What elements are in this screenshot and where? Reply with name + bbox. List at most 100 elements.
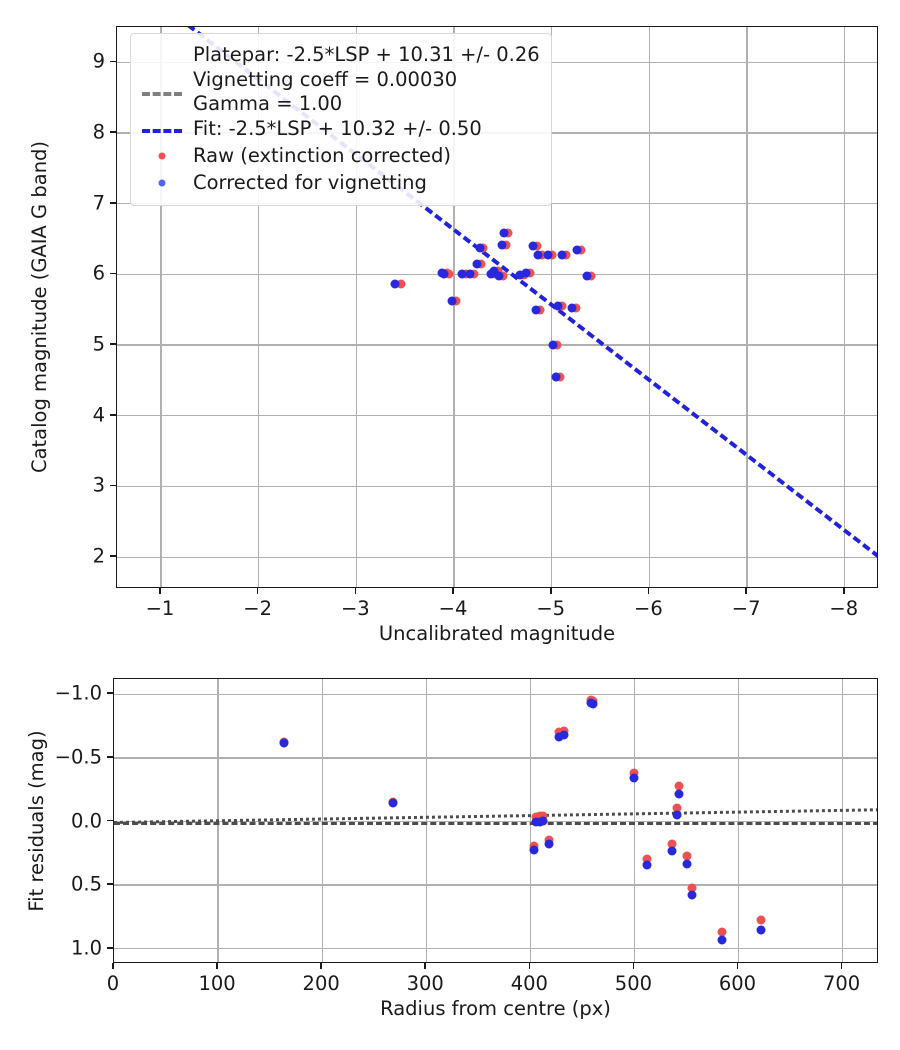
y-tick-label: 0.0	[71, 811, 102, 831]
gridline-horizontal	[117, 344, 877, 345]
legend-label-fit: Fit: -2.5*LSP + 10.32 +/- 0.50	[193, 117, 482, 141]
data-point-corrected	[497, 240, 506, 249]
x-tick-label: −2	[243, 599, 272, 619]
legend-row-corrected: Corrected for vignetting	[140, 170, 540, 197]
residual-point-corrected	[630, 773, 639, 782]
x-tick	[355, 588, 357, 594]
y-tick	[110, 414, 116, 416]
legend-key-vignetting-dash	[140, 82, 184, 102]
x-tick	[452, 588, 454, 594]
residual-point-corrected	[530, 846, 539, 855]
legend-row-fit: Fit: -2.5*LSP + 10.32 +/- 0.50	[140, 116, 540, 143]
data-point-corrected	[465, 270, 474, 279]
y-tick	[110, 61, 116, 63]
x-tick	[320, 963, 322, 969]
x-tick-label: −8	[829, 599, 858, 619]
gridline-horizontal	[114, 757, 877, 758]
x-tick-label: 500	[615, 974, 652, 994]
data-point-corrected	[499, 229, 508, 238]
x-tick	[550, 588, 552, 594]
x-tick-label: 700	[823, 974, 860, 994]
x-tick-label: −7	[732, 599, 761, 619]
y-axis-label: Fit residuals (mag)	[27, 730, 47, 911]
y-tick-label: −0.5	[55, 747, 102, 767]
residuals-plot-surface	[114, 679, 877, 962]
legend-label-vignetting-coeff: Vignetting coeff = 0.00030	[193, 68, 457, 92]
y-tick	[107, 947, 113, 949]
figure-root: −1−2−3−4−5−6−7−823456789Uncalibrated mag…	[0, 0, 900, 1050]
gridline-vertical	[746, 27, 747, 587]
data-point-corrected	[568, 303, 577, 312]
y-tick	[110, 273, 116, 275]
residual-point-corrected	[388, 799, 397, 808]
y-tick-label: 1.0	[71, 938, 102, 958]
data-point-corrected	[473, 259, 482, 268]
legend-key-fit-dash	[140, 119, 184, 139]
data-point-corrected	[494, 271, 503, 280]
y-tick	[107, 883, 113, 885]
data-point-corrected	[558, 250, 567, 259]
x-tick	[648, 588, 650, 594]
gridline-horizontal	[114, 884, 877, 885]
residual-point-corrected	[667, 847, 676, 856]
data-point-corrected	[543, 250, 552, 259]
y-tick-label: 0.5	[71, 874, 102, 894]
data-point-corrected	[548, 341, 557, 350]
gridline-horizontal	[117, 415, 877, 416]
data-point-corrected	[551, 372, 560, 381]
residual-point-corrected	[683, 860, 692, 869]
x-axis-label: Radius from centre (px)	[380, 999, 611, 1019]
legend-label-raw: Raw (extinction corrected)	[193, 144, 451, 168]
x-tick	[841, 963, 843, 969]
residual-point-corrected	[687, 891, 696, 900]
y-axis-label: Catalog magnitude (GAIA G band)	[30, 141, 50, 473]
data-point-corrected	[391, 280, 400, 289]
y-tick	[107, 756, 113, 758]
legend-key-empty	[140, 45, 184, 65]
legend-label-gamma: Gamma = 1.00	[193, 92, 457, 116]
y-tick-label: 4	[93, 405, 105, 425]
x-tick	[159, 588, 161, 594]
x-tick-label: 0	[107, 974, 119, 994]
x-tick	[424, 963, 426, 969]
x-tick	[737, 963, 739, 969]
data-point-corrected	[582, 271, 591, 280]
x-tick-label: 400	[511, 974, 548, 994]
y-tick-label: 8	[93, 122, 105, 142]
legend-label-platepar: Platepar: -2.5*LSP + 10.31 +/- 0.26	[193, 43, 540, 67]
x-tick	[843, 588, 845, 594]
data-point-corrected	[532, 305, 541, 314]
gridline-horizontal	[117, 557, 877, 558]
gridline-horizontal	[117, 486, 877, 487]
x-tick	[633, 963, 635, 969]
y-tick	[110, 343, 116, 345]
legend-row-raw: Raw (extinction corrected)	[140, 143, 540, 170]
residual-point-raw	[757, 916, 766, 925]
residual-point-corrected	[717, 936, 726, 945]
x-tick	[257, 588, 259, 594]
legend-row-vignetting-coeff: Vignetting coeff = 0.00030 Gamma = 1.00	[140, 68, 540, 116]
y-tick-label: 6	[93, 264, 105, 284]
gridline-vertical	[649, 27, 650, 587]
data-point-corrected	[438, 269, 447, 278]
y-tick-label: 5	[93, 334, 105, 354]
fit-residuals-plot	[113, 678, 878, 963]
data-point-corrected	[448, 296, 457, 305]
residual-point-corrected	[673, 810, 682, 819]
y-tick	[110, 555, 116, 557]
legend-label-corrected: Corrected for vignetting	[193, 171, 427, 195]
gridline-vertical	[844, 27, 845, 587]
x-tick	[745, 588, 747, 594]
legend-key-raw-marker	[140, 146, 184, 166]
residual-point-corrected	[675, 790, 684, 799]
residual-point-corrected	[642, 861, 651, 870]
data-point-corrected	[476, 243, 485, 252]
residual-point-raw	[717, 927, 726, 936]
y-tick-label: 7	[93, 193, 105, 213]
x-axis-label: Uncalibrated magnitude	[379, 624, 615, 644]
y-tick	[107, 692, 113, 694]
residual-point-corrected	[757, 925, 766, 934]
y-tick-label: 3	[93, 476, 105, 496]
gridline-horizontal	[114, 948, 877, 949]
x-tick-label: 300	[407, 974, 444, 994]
